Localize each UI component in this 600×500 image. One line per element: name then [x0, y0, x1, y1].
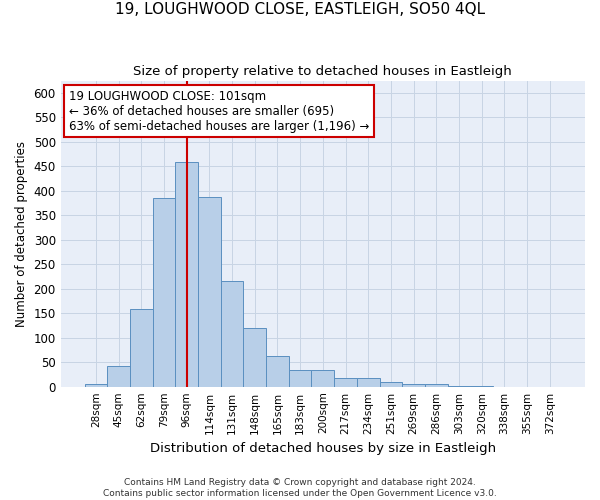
Bar: [311, 370, 334, 386]
X-axis label: Distribution of detached houses by size in Eastleigh: Distribution of detached houses by size …: [150, 442, 496, 455]
Bar: [130, 310, 152, 386]
Bar: [357, 378, 380, 386]
Text: 19 LOUGHWOOD CLOSE: 101sqm
← 36% of detached houses are smaller (695)
63% of sem: 19 LOUGHWOOD CLOSE: 101sqm ← 36% of deta…: [68, 90, 369, 132]
Bar: [198, 196, 221, 386]
Bar: [402, 384, 425, 386]
Bar: [425, 384, 448, 386]
Bar: [175, 162, 198, 386]
Bar: [85, 384, 107, 386]
Bar: [266, 356, 289, 386]
Y-axis label: Number of detached properties: Number of detached properties: [15, 140, 28, 326]
Text: Contains HM Land Registry data © Crown copyright and database right 2024.
Contai: Contains HM Land Registry data © Crown c…: [103, 478, 497, 498]
Bar: [221, 282, 244, 387]
Bar: [380, 382, 402, 386]
Bar: [334, 378, 357, 386]
Text: 19, LOUGHWOOD CLOSE, EASTLEIGH, SO50 4QL: 19, LOUGHWOOD CLOSE, EASTLEIGH, SO50 4QL: [115, 2, 485, 18]
Bar: [152, 198, 175, 386]
Title: Size of property relative to detached houses in Eastleigh: Size of property relative to detached ho…: [133, 65, 512, 78]
Bar: [289, 370, 311, 386]
Bar: [244, 328, 266, 386]
Bar: [107, 366, 130, 386]
